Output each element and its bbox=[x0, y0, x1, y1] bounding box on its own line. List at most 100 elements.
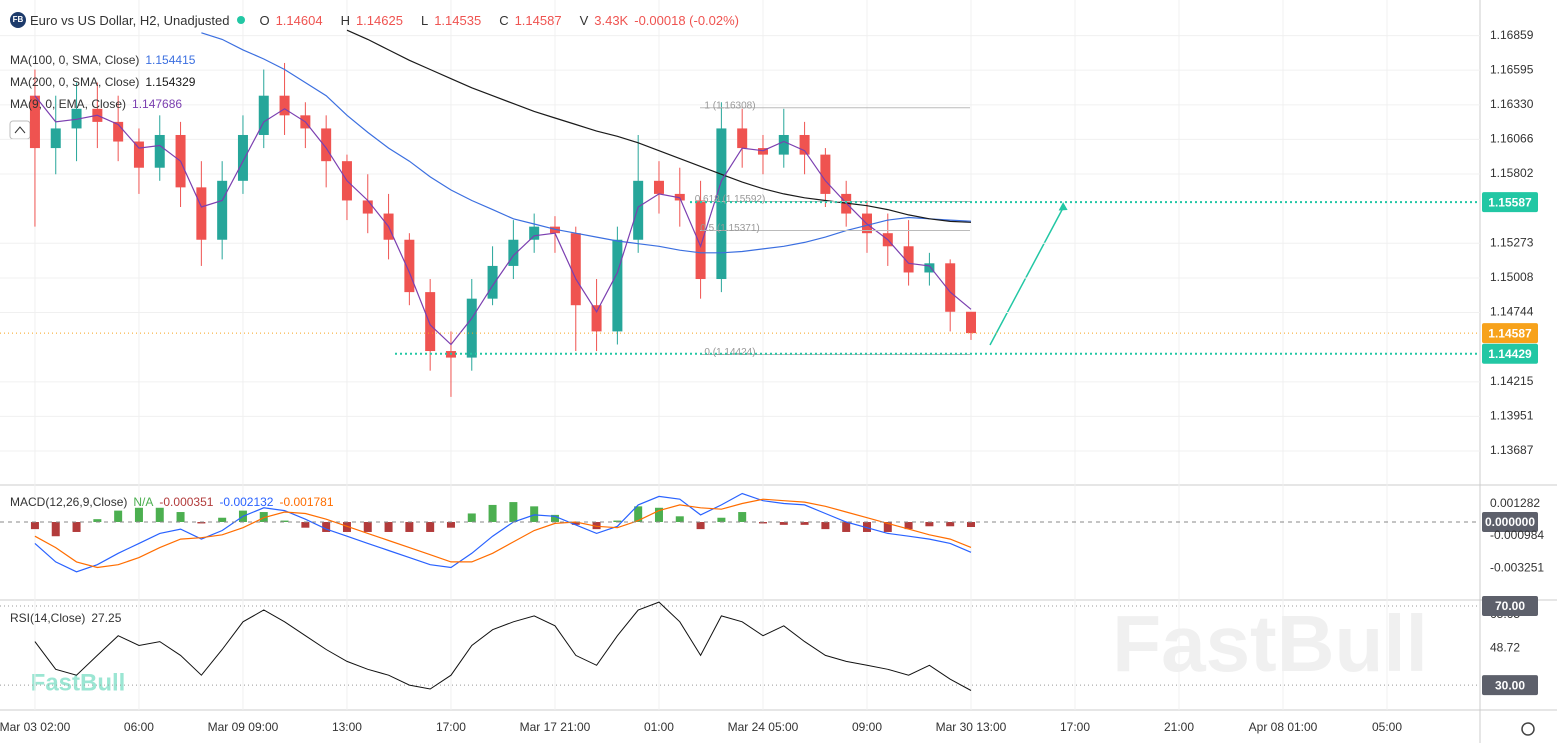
y-tick-label: 1.15802 bbox=[1490, 166, 1534, 180]
y-tick-label: 1.14744 bbox=[1490, 305, 1534, 319]
macd-hist bbox=[530, 506, 539, 523]
price-tag: 1.14429 bbox=[1488, 347, 1532, 361]
price-tag: 1.14587 bbox=[1488, 326, 1532, 340]
macd-hist bbox=[800, 522, 809, 525]
legend-name: MA(100, 0, SMA, Close) bbox=[10, 53, 140, 67]
legend-value: 27.25 bbox=[91, 611, 122, 625]
x-tick-label: 17:00 bbox=[436, 720, 466, 734]
legend-value: -0.000351 bbox=[159, 495, 214, 509]
rsi-legend: RSI(14,Close) 27.25 bbox=[10, 611, 127, 625]
fib-label: 0.5 (1.15371) bbox=[700, 223, 760, 234]
macd-hist bbox=[134, 507, 143, 523]
macd-hist bbox=[363, 522, 372, 532]
ohlc-label: L bbox=[420, 12, 429, 28]
candle-body bbox=[903, 246, 914, 273]
macd-hist bbox=[821, 522, 830, 530]
macd-hist bbox=[925, 522, 934, 527]
macd-hist bbox=[654, 507, 663, 523]
collapse-icon bbox=[14, 126, 26, 134]
y-tick-label: 1.14215 bbox=[1490, 374, 1534, 388]
candle-body bbox=[258, 95, 269, 135]
macd-hist bbox=[509, 502, 518, 523]
macd-hist bbox=[592, 522, 601, 530]
candle-body bbox=[945, 263, 956, 312]
watermark: FastBull bbox=[1112, 599, 1428, 688]
arrow-head bbox=[1058, 202, 1068, 211]
fib-label: 1 (1.16308) bbox=[704, 100, 755, 111]
legend-value: -0.002132 bbox=[219, 495, 274, 509]
ohlc-value: 3.43K bbox=[594, 12, 629, 28]
y-tick-label: 1.16859 bbox=[1490, 28, 1534, 42]
ma-line bbox=[34, 95, 972, 346]
macd-hist bbox=[779, 522, 788, 525]
macd-hist bbox=[446, 522, 455, 528]
candle-body bbox=[549, 226, 560, 234]
macd-hist bbox=[426, 522, 435, 532]
x-tick-label: Apr 08 01:00 bbox=[1249, 720, 1318, 734]
candle-body bbox=[591, 305, 602, 332]
macd-hist bbox=[467, 513, 476, 523]
y-tick-label: 1.13687 bbox=[1490, 443, 1534, 457]
candle-body bbox=[529, 226, 540, 240]
candle-body bbox=[737, 128, 748, 149]
macd-line bbox=[34, 492, 972, 573]
settings-icon[interactable] bbox=[1521, 722, 1535, 736]
price-tag-bg bbox=[1482, 323, 1538, 344]
candle-body bbox=[237, 134, 248, 181]
candle-body bbox=[757, 148, 768, 155]
macd-hist bbox=[30, 522, 39, 530]
candle-body bbox=[716, 128, 727, 280]
candle-body bbox=[778, 134, 789, 155]
macd-hist bbox=[301, 522, 310, 528]
legend-value: 1.154415 bbox=[145, 53, 196, 67]
macd-hist bbox=[675, 516, 684, 523]
candle-body bbox=[466, 298, 477, 358]
rsi-line bbox=[34, 601, 972, 691]
y-tick-tag-bg bbox=[1482, 675, 1538, 696]
macd-hist bbox=[904, 522, 913, 530]
ohlc-value: 1.14535 bbox=[434, 12, 482, 28]
candle-body bbox=[508, 239, 519, 266]
y-tick-label: -0.000984 bbox=[1490, 528, 1544, 542]
candle-body bbox=[633, 180, 644, 240]
ohlc-label: H bbox=[340, 12, 350, 28]
collapse-button[interactable] bbox=[9, 120, 31, 140]
candle-body bbox=[674, 193, 685, 201]
macd-hist bbox=[488, 504, 497, 523]
x-tick-label: 06:00 bbox=[124, 720, 154, 734]
change: -0.00018 (-0.02%) bbox=[634, 12, 740, 28]
candle-body bbox=[404, 239, 415, 293]
x-tick-label: 05:00 bbox=[1372, 720, 1402, 734]
fib-label: 0 (1.14424) bbox=[704, 347, 755, 358]
y-tick-label: 1.16330 bbox=[1490, 97, 1534, 111]
macd-hist bbox=[966, 522, 975, 528]
candle-body bbox=[50, 128, 61, 149]
x-tick-label: 17:00 bbox=[1060, 720, 1090, 734]
x-tick-label: Mar 17 21:00 bbox=[520, 720, 591, 734]
legend-status: N/A bbox=[133, 495, 154, 509]
candle-body bbox=[612, 239, 623, 332]
legend-value: 1.147686 bbox=[132, 97, 183, 111]
legend-value: -0.001781 bbox=[279, 495, 334, 509]
candle-body bbox=[196, 187, 207, 240]
x-tick-label: Mar 03 02:00 bbox=[0, 720, 71, 734]
price-tag-bg bbox=[1482, 192, 1538, 213]
y-tick-label: 48.72 bbox=[1490, 640, 1520, 654]
macd-hist bbox=[197, 522, 206, 524]
y-tick-label: 1.15273 bbox=[1490, 235, 1534, 249]
y-tick-label: 1.16066 bbox=[1490, 132, 1534, 146]
macd-hist bbox=[550, 514, 559, 523]
y-tick-label: 1.15008 bbox=[1490, 270, 1534, 284]
y-tick-tag: 30.00 bbox=[1495, 678, 1525, 692]
candle-body bbox=[29, 95, 40, 149]
candle-body bbox=[321, 128, 332, 162]
price-tag: 1.15587 bbox=[1488, 195, 1532, 209]
macd-hist bbox=[114, 510, 123, 523]
price-tag-bg bbox=[1482, 343, 1538, 364]
ohlc-label: C bbox=[499, 12, 509, 28]
y-tick-tag-bg bbox=[1482, 512, 1538, 533]
x-tick-label: 21:00 bbox=[1164, 720, 1194, 734]
legend-name: RSI(14,Close) bbox=[10, 611, 86, 625]
